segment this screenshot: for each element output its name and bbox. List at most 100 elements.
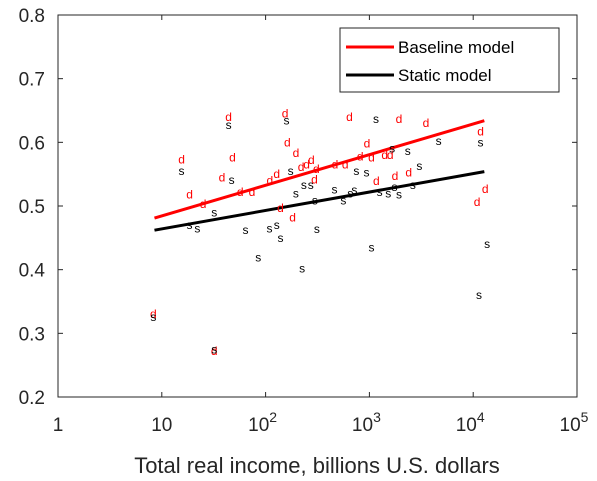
y-tick-label: 0.8 [19, 6, 45, 27]
data-point: s [229, 173, 235, 187]
data-point: s [347, 186, 353, 200]
data-point: s [314, 222, 320, 236]
y-tick-label: 0.2 [19, 388, 45, 409]
y-tick-label: 0.4 [19, 261, 46, 282]
data-point: s [353, 164, 359, 178]
data-point: s [179, 164, 185, 178]
data-point: s [405, 144, 411, 158]
data-point: s [385, 186, 391, 200]
data-point: s [410, 178, 416, 192]
data-point: s [476, 288, 482, 302]
data-point: d [346, 110, 353, 124]
data-point: s [194, 221, 200, 235]
x-tick-label: 105 [560, 409, 589, 436]
data-point: d [249, 185, 256, 199]
data-point: s [351, 183, 357, 197]
x-axis: 1 10 102 103 104 105 [53, 15, 589, 436]
data-point: d [405, 165, 412, 179]
data-point: d [423, 116, 430, 130]
data-point: s [396, 188, 402, 202]
y-tick-label: 0.5 [19, 197, 45, 218]
data-point: s [391, 180, 397, 194]
data-point: d [237, 185, 244, 199]
data-point: d [225, 110, 232, 124]
x-tick-label: 1 [53, 415, 64, 436]
x-tick-label: 103 [352, 409, 381, 436]
data-point: s [274, 218, 280, 232]
data-point: s [277, 231, 283, 245]
data-point: d [229, 151, 236, 165]
data-point: d [392, 169, 399, 183]
data-point: d [303, 158, 310, 172]
data-point: s [416, 159, 422, 173]
data-point: d [298, 160, 305, 174]
x-tick-label: 10 [151, 415, 172, 436]
fit-line [154, 119, 485, 220]
data-point: s [299, 261, 305, 275]
data-point: d [200, 197, 207, 211]
data-point: d [482, 182, 489, 196]
data-point: d [267, 174, 274, 188]
data-point: d [219, 170, 226, 184]
data-point: s [308, 178, 314, 192]
data-point: s [284, 114, 290, 128]
data-point: d [308, 153, 315, 167]
data-point: d [332, 158, 339, 172]
data-point: d [282, 107, 289, 121]
data-point: d [211, 344, 218, 358]
x-tick-label: 102 [248, 409, 277, 436]
data-point: s [211, 342, 217, 356]
data-point: s [301, 178, 307, 192]
legend: Baseline model Static model [339, 27, 560, 93]
data-point: d [311, 172, 318, 186]
y-tick-label: 0.7 [19, 70, 45, 91]
data-point: d [289, 210, 296, 224]
data-point: d [284, 135, 291, 149]
data-point: s [293, 186, 299, 200]
data-point: s [266, 221, 272, 235]
data-point: s [340, 193, 346, 207]
data-point: d [277, 201, 284, 215]
data-point: s [331, 182, 337, 196]
data-point: s [211, 205, 217, 219]
data-point: d [150, 307, 157, 321]
data-point: d [364, 137, 371, 151]
data-point: s [377, 185, 383, 199]
data-point: s [436, 134, 442, 148]
data-point: d [178, 153, 185, 167]
data-point: d [474, 195, 481, 209]
data-point: d [313, 162, 320, 176]
y-tick-label: 0.6 [19, 133, 45, 154]
fit-lines [154, 119, 485, 232]
data-point: s [226, 118, 232, 132]
data-point: d [368, 151, 375, 165]
fit-line [154, 170, 485, 232]
data-point: d [387, 148, 394, 162]
data-point: s [288, 164, 294, 178]
data-point: s [187, 218, 193, 232]
data-point: d [373, 174, 380, 188]
data-point: s [255, 251, 261, 265]
data-point: s [364, 165, 370, 179]
y-axis: 0.2 0.3 0.4 0.5 0.6 0.7 0.8 [19, 6, 577, 409]
data-point: d [381, 148, 388, 162]
data-point: s [484, 237, 490, 251]
data-point: d [477, 125, 484, 139]
data-point: s [478, 135, 484, 149]
data-point: s [368, 240, 374, 254]
legend-label-static: Static model [398, 66, 492, 85]
data-point: d [396, 112, 403, 126]
data-point: s [150, 310, 156, 324]
data-point: d [186, 188, 193, 202]
legend-label-baseline: Baseline model [398, 38, 514, 57]
data-point: d [342, 158, 349, 172]
data-point: s [312, 193, 318, 207]
data-point: d [273, 167, 280, 181]
data-point: d [293, 146, 300, 160]
data-point: s [389, 142, 395, 156]
data-point: d [357, 149, 364, 163]
y-tick-label: 0.3 [19, 324, 45, 345]
legend-box [339, 27, 560, 93]
